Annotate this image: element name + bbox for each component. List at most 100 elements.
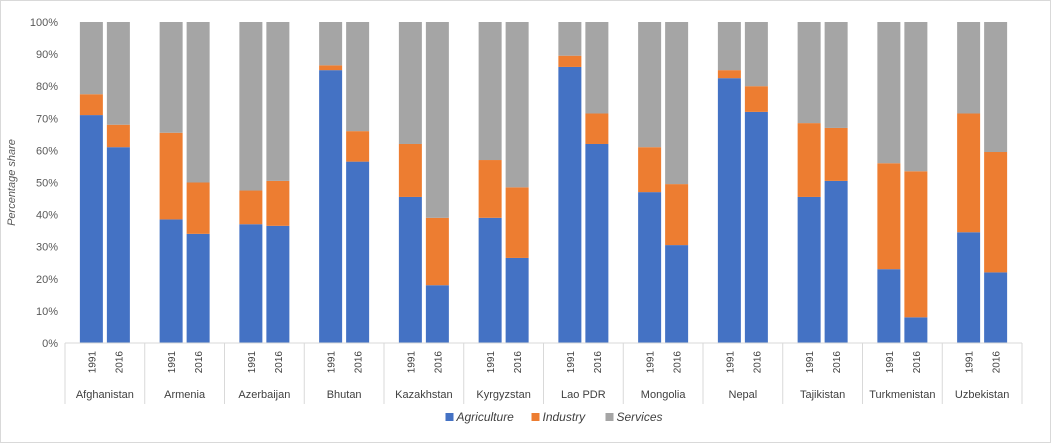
bar-segment — [558, 55, 582, 67]
x-category-label: Nepal — [729, 389, 758, 401]
bar-segment — [904, 22, 928, 172]
bar-segment — [638, 22, 662, 148]
bar-segment — [797, 196, 821, 343]
bar-segment — [79, 22, 103, 95]
bar-segment — [478, 160, 502, 218]
bar-segment — [585, 22, 609, 114]
bar-segment — [665, 22, 689, 185]
x-category-label: Uzbekistan — [955, 389, 1009, 401]
legend-label: Services — [617, 410, 663, 424]
bar-segment — [558, 22, 582, 56]
x-year-label: 1991 — [327, 351, 338, 374]
bar-segment — [877, 269, 901, 343]
y-tick-label: 80% — [36, 81, 58, 93]
x-year-label: 2016 — [912, 351, 923, 374]
bar-segment — [186, 182, 210, 234]
bar-segment — [186, 22, 210, 183]
x-year-label: 1991 — [486, 351, 497, 374]
y-tick-label: 10% — [36, 306, 58, 318]
bar-segment — [266, 22, 290, 181]
bar-segment — [744, 22, 768, 87]
bar-segment — [319, 70, 343, 344]
bar-segment — [186, 233, 210, 343]
x-year-label: 1991 — [566, 351, 577, 374]
bar-segment — [665, 245, 689, 343]
bar-segment — [824, 180, 848, 343]
bar-segment — [159, 22, 183, 133]
bar-segment — [505, 187, 529, 258]
y-tick-label: 30% — [36, 242, 58, 254]
x-year-label: 1991 — [965, 351, 976, 374]
y-tick-label: 0% — [42, 338, 58, 350]
x-year-label: 2016 — [752, 351, 763, 374]
bar-segment — [425, 22, 449, 218]
bar-segment — [824, 127, 848, 181]
y-tick-label: 40% — [36, 210, 58, 222]
bar-segment — [478, 22, 502, 161]
bar-segment — [346, 131, 370, 162]
bar-segment — [159, 219, 183, 343]
bar-segment — [984, 22, 1008, 153]
bar-segment — [717, 78, 741, 344]
bar-segment — [638, 192, 662, 343]
x-year-label: 2016 — [832, 351, 843, 374]
bar-segment — [159, 132, 183, 220]
bar-segment — [984, 152, 1008, 273]
bar-segment — [904, 317, 928, 343]
x-year-label: 1991 — [406, 351, 417, 374]
bar-segment — [106, 147, 130, 343]
bar-segment — [638, 147, 662, 193]
x-category-label: Azerbaijan — [238, 389, 290, 401]
bar-segment — [957, 22, 981, 114]
legend-swatch — [605, 413, 614, 421]
x-category-label: Tajikistan — [800, 389, 845, 401]
x-category-label: Bhutan — [327, 389, 362, 401]
x-category-label: Mongolia — [641, 389, 687, 401]
x-year-label: 2016 — [593, 351, 604, 374]
y-tick-label: 60% — [36, 145, 58, 157]
x-year-label: 1991 — [167, 351, 178, 374]
legend-label: Industry — [543, 410, 587, 424]
x-category-label: Afghanistan — [76, 389, 134, 401]
y-tick-label: 20% — [36, 274, 58, 286]
x-year-label: 2016 — [114, 351, 125, 374]
y-tick-label: 70% — [36, 113, 58, 125]
bar-segment — [665, 184, 689, 246]
y-tick-label: 50% — [36, 178, 58, 190]
bar-segment — [824, 22, 848, 128]
bar-segment — [425, 217, 449, 286]
x-year-label: 1991 — [646, 351, 657, 374]
x-year-label: 2016 — [673, 351, 684, 374]
bar-segment — [346, 22, 370, 132]
y-axis-title: Percentage share — [6, 139, 18, 226]
legend-label: Agriculture — [456, 410, 515, 424]
bar-segment — [319, 65, 343, 71]
bar-segment — [904, 171, 928, 318]
x-year-label: 2016 — [992, 351, 1003, 374]
bar-segment — [585, 113, 609, 144]
legend-swatch — [445, 413, 454, 421]
x-year-label: 1991 — [725, 351, 736, 374]
bar-segment — [346, 161, 370, 343]
bar-segment — [79, 94, 103, 116]
bar-segment — [957, 113, 981, 233]
bar-segment — [505, 22, 529, 188]
bar-segment — [957, 232, 981, 343]
x-category-label: Kyrgyzstan — [476, 389, 530, 401]
x-year-label: 1991 — [87, 351, 98, 374]
bar-segment — [319, 22, 343, 66]
x-category-label: Kazakhstan — [395, 389, 452, 401]
bar-segment — [266, 225, 290, 343]
x-category-label: Lao PDR — [561, 389, 606, 401]
y-tick-label: 90% — [36, 49, 58, 61]
x-year-label: 2016 — [354, 351, 365, 374]
y-tick-label: 100% — [30, 17, 58, 29]
bar-segment — [744, 86, 768, 112]
bar-segment — [478, 217, 502, 343]
bar-segment — [79, 115, 103, 343]
bar-segment — [106, 124, 130, 148]
bar-segment — [877, 22, 901, 164]
bar-segment — [239, 190, 263, 225]
